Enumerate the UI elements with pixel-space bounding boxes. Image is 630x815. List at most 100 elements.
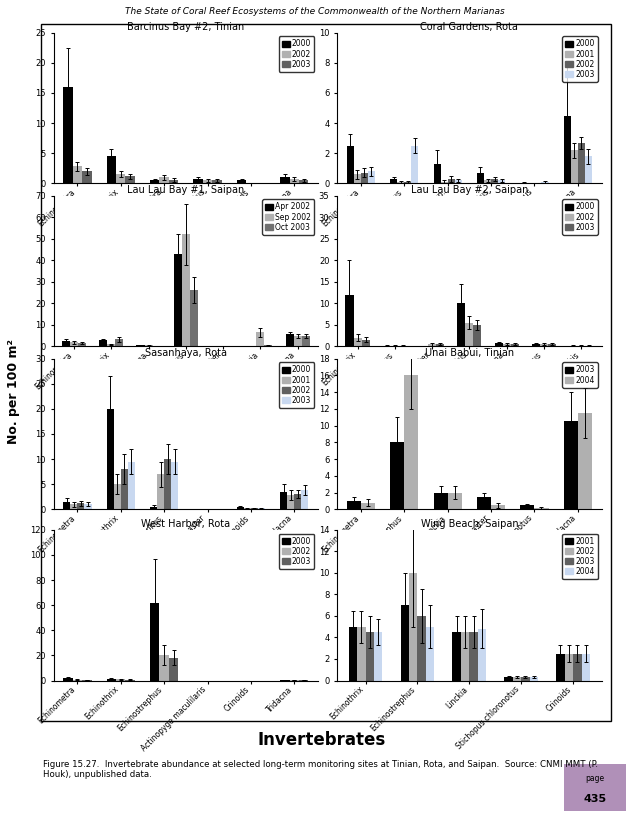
Bar <box>448 492 462 509</box>
Title: Sasanhaya, Rota: Sasanhaya, Rota <box>145 348 227 358</box>
Bar <box>503 344 511 346</box>
Text: Figure 15.27.  Invertebrate abundance at selected long-term monitoring sites at : Figure 15.27. Invertebrate abundance at … <box>43 760 598 779</box>
Bar <box>390 443 404 509</box>
Bar <box>418 616 426 681</box>
Bar <box>477 497 491 509</box>
Bar <box>82 171 91 183</box>
Bar <box>62 341 70 346</box>
Bar <box>404 376 418 509</box>
Title: Lau Lau Bay #1, Saipan: Lau Lau Bay #1, Saipan <box>127 185 244 195</box>
Bar <box>159 178 169 183</box>
Bar <box>346 146 354 183</box>
Bar <box>556 654 564 681</box>
Title: Unai Babui, Tinian: Unai Babui, Tinian <box>425 348 514 358</box>
Bar <box>285 334 294 346</box>
Bar <box>409 573 418 681</box>
Title: Barcinus Bay #2, Tinian: Barcinus Bay #2, Tinian <box>127 22 244 32</box>
Bar <box>564 654 573 681</box>
Bar <box>571 150 578 183</box>
Bar <box>436 344 444 346</box>
Bar <box>63 678 72 681</box>
Bar <box>78 343 86 346</box>
Bar <box>71 504 77 509</box>
Bar <box>174 253 182 346</box>
Bar <box>116 679 125 681</box>
Legend: 2000, 2002, 2003: 2000, 2002, 2003 <box>279 534 314 569</box>
Bar <box>511 344 518 346</box>
Bar <box>365 632 374 681</box>
Bar <box>428 344 436 346</box>
Bar <box>540 344 548 346</box>
Bar <box>411 146 418 183</box>
Legend: 2001, 2002, 2003, 2004: 2001, 2002, 2003, 2004 <box>563 534 598 579</box>
Bar <box>578 143 585 183</box>
Bar <box>72 680 82 681</box>
Bar <box>346 501 361 509</box>
Bar <box>203 180 212 183</box>
Bar <box>466 323 473 346</box>
Bar <box>345 295 353 346</box>
Bar <box>99 340 107 346</box>
Bar <box>193 179 203 183</box>
Bar <box>72 166 82 183</box>
Bar <box>573 654 581 681</box>
Bar <box>368 171 375 183</box>
Bar <box>457 303 466 346</box>
Bar <box>106 679 116 681</box>
Legend: Apr 2002, Sep 2002, Oct 2003: Apr 2002, Sep 2002, Oct 2003 <box>263 200 314 235</box>
Bar <box>182 235 190 346</box>
Bar <box>294 336 302 346</box>
Bar <box>294 494 301 509</box>
Bar <box>63 87 72 183</box>
Bar <box>115 340 123 346</box>
Bar <box>116 174 125 183</box>
Bar <box>484 180 491 183</box>
Bar <box>150 180 159 183</box>
Bar <box>520 505 534 509</box>
Bar <box>390 178 398 183</box>
Bar <box>301 491 309 509</box>
Bar <box>357 627 365 681</box>
Bar <box>433 492 448 509</box>
Title: Wing Beach, Saipan: Wing Beach, Saipan <box>421 519 518 529</box>
Bar <box>84 504 91 509</box>
Bar <box>290 179 299 183</box>
Text: The State of Coral Reef Ecosystems of the Commonwealth of the Northern Marianas: The State of Coral Reef Ecosystems of th… <box>125 7 505 15</box>
Bar <box>532 344 540 346</box>
Bar <box>159 655 169 681</box>
Bar <box>107 344 115 346</box>
Bar <box>491 178 498 183</box>
Bar <box>374 632 382 681</box>
Bar <box>564 421 578 509</box>
Bar <box>106 409 114 509</box>
Text: Invertebrates: Invertebrates <box>257 731 386 749</box>
Bar <box>63 502 71 509</box>
Bar <box>495 343 503 346</box>
Bar <box>121 469 128 509</box>
Bar <box>212 180 222 183</box>
Bar <box>361 503 375 509</box>
Text: No. per 100 m²: No. per 100 m² <box>8 339 20 443</box>
Bar <box>564 116 571 183</box>
Bar <box>114 484 121 509</box>
Bar <box>349 627 357 681</box>
Bar <box>401 605 409 681</box>
Bar <box>478 629 486 681</box>
Text: 435: 435 <box>583 794 606 804</box>
Text: page: page <box>585 774 604 783</box>
Bar <box>125 176 135 183</box>
Bar <box>477 173 484 183</box>
Bar <box>106 156 116 183</box>
Title: West Harbor, Rota: West Harbor, Rota <box>141 519 231 529</box>
Bar <box>433 164 440 183</box>
Bar <box>302 336 310 346</box>
Bar <box>426 627 434 681</box>
Bar <box>505 677 513 681</box>
Bar <box>237 507 244 509</box>
Legend: 2000, 2001, 2002, 2003: 2000, 2001, 2002, 2003 <box>279 363 314 408</box>
Bar <box>548 344 556 346</box>
Bar <box>171 461 178 509</box>
Bar <box>190 290 198 346</box>
Bar <box>169 180 178 183</box>
Bar <box>125 680 135 681</box>
